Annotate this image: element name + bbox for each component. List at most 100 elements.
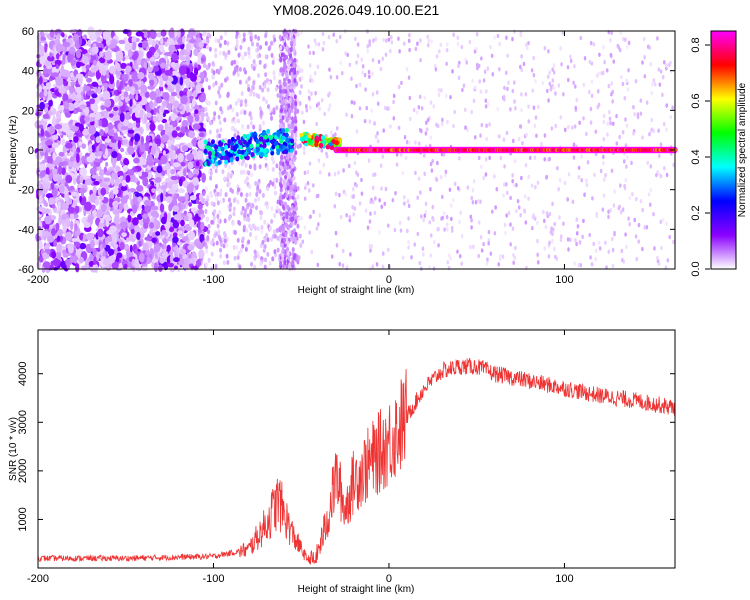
spectrogram-cell <box>208 120 212 126</box>
spectrogram-cell <box>252 91 256 97</box>
spectrogram-cell <box>641 207 644 213</box>
spectrogram-cell <box>237 250 241 256</box>
spectrogram-cell <box>210 201 214 207</box>
spectrogram-cell <box>504 230 507 236</box>
spectrogram-cell <box>566 197 569 202</box>
spectrogram-cell <box>355 83 358 89</box>
spectrogram-cell <box>247 170 251 176</box>
spectrogram-cell <box>235 31 239 37</box>
spectrogram-cell <box>494 205 497 210</box>
spectrogram-cell <box>206 44 210 50</box>
spectrogram-cell <box>653 246 656 251</box>
spectrogram-cell <box>358 106 362 111</box>
spectrogram-cell <box>52 258 61 267</box>
spectrogram-cell <box>273 249 277 255</box>
spectrogram-cell <box>286 153 290 159</box>
spectrogram-cell <box>456 35 460 40</box>
spectrogram-cell <box>441 117 444 123</box>
spectrogram-cell <box>470 195 474 201</box>
figure-title: YM08.2026.049.10.00.E21 <box>273 2 440 18</box>
spectrogram-cell <box>257 73 261 79</box>
spectrogram-cell <box>563 127 567 133</box>
spectrogram-cell <box>82 128 90 136</box>
spectrogram-cell <box>611 89 614 95</box>
spectrogram-cell <box>549 87 553 92</box>
spectrogram-cell <box>172 195 177 205</box>
spectrogram-cell <box>100 217 105 224</box>
spectrogram-cell <box>48 125 56 135</box>
spectrogram-cell <box>209 170 213 176</box>
spectrogram-cell <box>168 76 174 82</box>
spectrogram-cell <box>660 245 663 251</box>
spectrogram-cell <box>281 122 285 128</box>
spectrogram-cell <box>301 75 304 80</box>
spectrogram-cell <box>78 256 84 264</box>
spectrogram-cell <box>498 67 501 72</box>
spectrogram-cell <box>275 105 279 111</box>
spectrogram-cell <box>440 216 443 221</box>
spectrogram-cell <box>284 104 288 110</box>
spectrogram-cell <box>167 140 174 146</box>
spectrogram-cell <box>287 65 291 71</box>
spectrogram-cell <box>64 181 68 187</box>
spectrogram-cell <box>98 223 105 228</box>
spectrogram-cell <box>381 251 385 256</box>
spectrogram-cell <box>200 221 205 230</box>
spectrogram-cell <box>551 78 555 83</box>
spectrogram-cell <box>126 248 131 258</box>
spectrogram-cell <box>635 196 638 202</box>
spectrogram-cell <box>301 239 305 244</box>
spectrogram-cell <box>153 262 158 273</box>
spectrogram-cell <box>527 104 530 109</box>
spectrogram-cell <box>205 65 209 71</box>
spectrogram-cell <box>493 231 497 236</box>
spectrogram-cell <box>527 40 530 46</box>
spectrogram-cell <box>460 261 464 266</box>
spectrogram-cell <box>253 197 257 203</box>
spectrogram-cell <box>167 262 174 268</box>
spectrogram-cell <box>368 219 372 224</box>
spectrogram-cell <box>382 37 385 43</box>
spectrogram-cell <box>143 31 148 39</box>
spectrogram-cell <box>214 100 218 106</box>
spectrogram-cell <box>202 30 207 37</box>
spectrogram-cell <box>119 241 125 251</box>
spectrogram-cell <box>204 208 208 214</box>
spectrogram-cell <box>446 227 449 232</box>
spectrogram-cell <box>114 62 121 70</box>
spectrogram-cell <box>419 58 422 63</box>
spectrogram-cell <box>320 98 324 103</box>
spectrogram-cell <box>250 152 255 158</box>
spectrogram-cell <box>293 94 297 100</box>
spectrogram-cell <box>164 69 173 76</box>
spectrogram-cell <box>480 248 484 253</box>
spectrogram-cell <box>227 173 231 179</box>
spectrogram-cell <box>203 123 207 129</box>
spectrogram-cell <box>219 65 223 71</box>
spectrogram-cell <box>422 153 426 158</box>
spectrogram-cell <box>256 46 260 52</box>
spectrogram-cell <box>190 265 199 270</box>
spectrogram-cell <box>579 35 583 41</box>
spectrogram-cell <box>84 178 93 186</box>
spectrogram-cell <box>243 179 247 185</box>
spectrogram-cell <box>206 235 210 241</box>
spectrogram-cell <box>435 177 439 182</box>
spectrogram-cell <box>214 47 218 53</box>
spectrogram-cell <box>177 230 183 235</box>
spectrogram-cell <box>146 136 151 142</box>
spectrogram-cell <box>179 248 187 256</box>
spectrogram-cell <box>648 202 652 207</box>
spectrogram-cell <box>124 43 131 52</box>
spectrogram-cell <box>588 59 592 65</box>
spectrogram-cell <box>119 112 125 122</box>
spectrogram-cell <box>318 106 321 112</box>
spectrogram-cell <box>200 88 205 93</box>
spectrogram-cell <box>284 149 289 155</box>
spectrogram-cell <box>94 112 102 120</box>
spectrogram-cell <box>372 38 375 43</box>
spectrogram-cell <box>115 254 120 263</box>
spectrogram-cell <box>245 192 249 198</box>
spectrogram-cell <box>479 89 483 94</box>
spectrogram-cell <box>78 37 82 46</box>
